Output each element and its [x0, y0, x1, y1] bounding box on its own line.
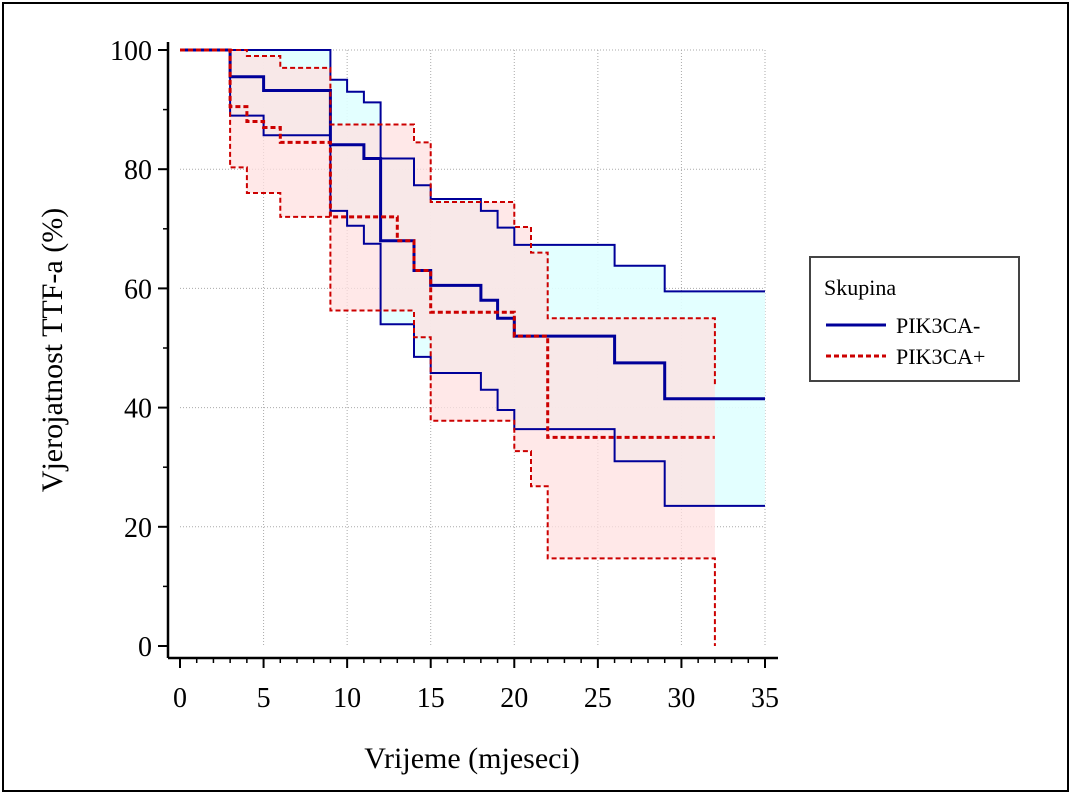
legend: Skupina PIK3CA- PIK3CA+: [809, 256, 1020, 382]
survival-line-0: [180, 48, 765, 401]
x-tick-label: 30: [667, 683, 695, 714]
x-tick-label: 10: [333, 683, 361, 714]
x-tick-label: 15: [417, 683, 445, 714]
legend-title: Skupina: [824, 275, 896, 300]
y-tick-label: 20: [124, 513, 152, 544]
survival-line-1: [180, 48, 715, 439]
legend-box: [809, 256, 1020, 382]
survival-lines: [180, 48, 765, 646]
y-tick-label: 40: [124, 394, 152, 425]
y-axis-title: Vjerojatnost TTF-a (%): [36, 208, 69, 492]
x-tick-label: 35: [751, 683, 779, 714]
x-tick-label: 5: [257, 683, 271, 714]
legend-label-pik3ca-neg: PIK3CA-: [896, 313, 980, 338]
y-tick-label: 0: [138, 632, 152, 663]
x-tick-label: 0: [173, 683, 187, 714]
axes: 0 5 10 15 20 25 30 35 0 20 40 60 80 100: [110, 36, 779, 714]
legend-label-pik3ca-pos: PIK3CA+: [896, 344, 985, 369]
y-tick-label: 60: [124, 274, 152, 305]
ci-band-1: [180, 50, 715, 646]
x-tick-label: 20: [500, 683, 528, 714]
x-axis-title: Vrijeme (mjeseci): [364, 742, 580, 775]
y-tick-label: 100: [110, 36, 152, 67]
lower-ci-line-1: [180, 49, 716, 646]
confidence-bands: [180, 50, 765, 646]
y-tick-label: 80: [124, 155, 152, 186]
x-tick-label: 25: [584, 683, 612, 714]
